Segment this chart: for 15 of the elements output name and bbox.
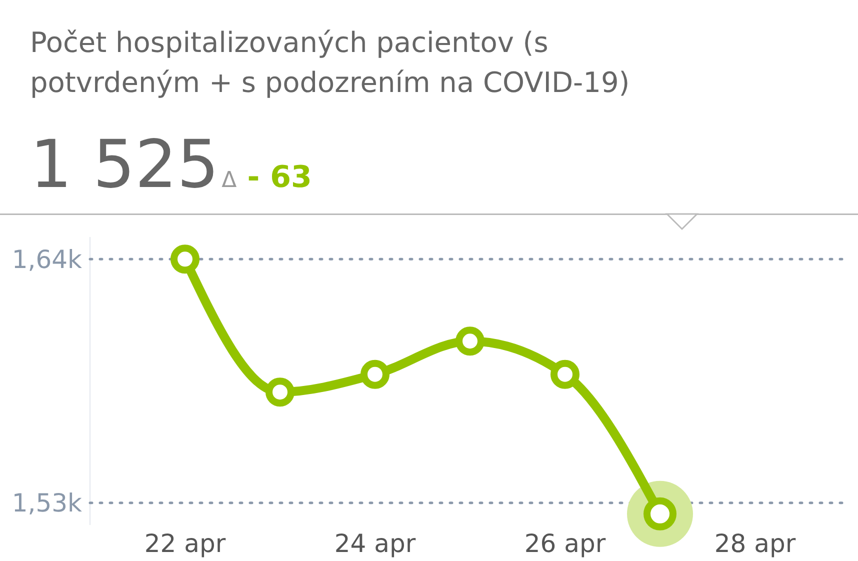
- point: [170, 244, 200, 274]
- text: 1 525: [30, 126, 219, 203]
- x-tick-label: 28 apr: [714, 529, 796, 558]
- x-tick-label: 26 apr: [524, 529, 606, 558]
- y-tick-label: 1,53k: [12, 488, 83, 518]
- chart-title: Počet hospitalizovaných pacientov (s potvrdeným + s podozrením na COVID-19): [30, 26, 630, 99]
- x-tick-label: 24 apr: [334, 529, 416, 558]
- point: [266, 378, 294, 407]
- point: [550, 360, 580, 389]
- point: [456, 326, 484, 356]
- x-tick-label: 22 apr: [144, 529, 226, 558]
- point: [360, 360, 390, 389]
- text: - 63: [247, 160, 312, 195]
- text: Δ: [222, 168, 237, 193]
- y-tick-label: 1,64k: [12, 244, 83, 274]
